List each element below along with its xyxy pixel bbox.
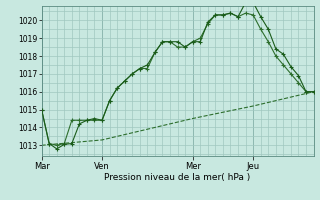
X-axis label: Pression niveau de la mer( hPa ): Pression niveau de la mer( hPa ) xyxy=(104,173,251,182)
